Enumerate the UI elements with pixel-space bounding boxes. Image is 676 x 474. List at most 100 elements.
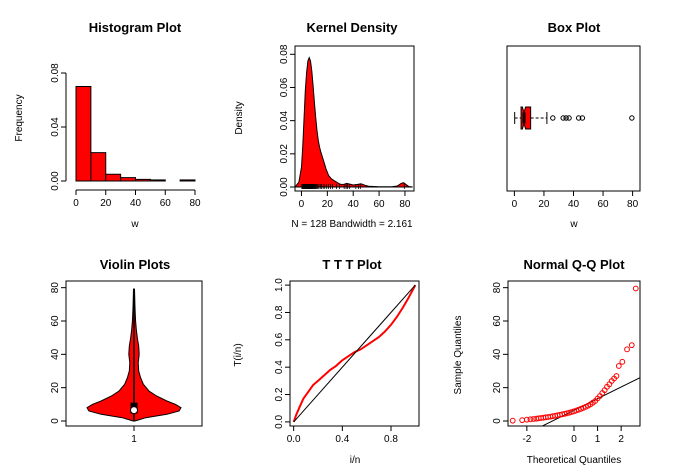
- qq-y-label: Sample Quantiles: [453, 316, 464, 395]
- boxplot-box: [520, 106, 532, 130]
- qq-point: [519, 417, 526, 424]
- kde-x-label: N = 128 Bandwidth = 2.161: [291, 219, 413, 230]
- qq-point: [613, 373, 620, 379]
- kde-x-axis: 0 20 40 60 80: [299, 190, 411, 210]
- histogram-title: Histogram Plot: [89, 20, 182, 35]
- kde-rug: [301, 184, 405, 189]
- violin-median: [130, 406, 138, 415]
- qq-point: [624, 346, 630, 353]
- qq-x-label: Theoretical Quantiles: [527, 455, 622, 466]
- ttt-y-tick-label: 0.8: [274, 305, 285, 319]
- qq-x-tick-label: 1: [595, 434, 601, 445]
- boxplot-x-axis: 0 20 40 60 80: [512, 190, 639, 210]
- histogram-panel: Histogram Plot 0 20 40 60 80 0.000.040.08 w …: [14, 20, 201, 230]
- qq-y-tick-label: 40: [492, 348, 503, 360]
- qq-panel: Normal Q-Q Plot -2 0 1 2 0 20 40 60 80 Theoreti…: [453, 257, 641, 466]
- ttt-y-tick-label: 0.0: [274, 415, 285, 429]
- boxplot-outlier: [579, 115, 586, 121]
- violin-marks: [86, 288, 182, 422]
- boxplot-outlier: [550, 115, 556, 121]
- kde-x-tick-label: 60: [374, 199, 386, 210]
- qq-x-tick-label: 2: [618, 434, 624, 445]
- boxplot-title: Box Plot: [548, 20, 601, 35]
- violin-x-axis: 1: [131, 426, 137, 445]
- violin-title: Violin Plots: [100, 257, 171, 272]
- ttt-x-tick-label: 0.8: [384, 434, 398, 445]
- kde-title: Kernel Density: [306, 20, 398, 35]
- ttt-x-label: i/n: [350, 455, 361, 466]
- qq-point: [509, 417, 516, 424]
- violin-y-tick-label: 40: [50, 348, 61, 360]
- histogram-x-label: w: [130, 219, 139, 230]
- boxplot-outlier: [566, 115, 572, 121]
- ttt-title: T T T Plot: [322, 257, 382, 272]
- histogram-x-tick-label: 80: [189, 198, 201, 209]
- kde-y-tick-label: 0.06: [279, 77, 290, 97]
- qq-y-tick-label: 80: [492, 282, 503, 294]
- qq-reference-line: [541, 377, 640, 426]
- histogram-x-tick-label: 40: [130, 198, 142, 209]
- kde-density-curve: [293, 56, 413, 188]
- kde-x-tick-label: 80: [399, 199, 411, 210]
- boxplot-marks: [514, 106, 635, 130]
- kde-y-axis: 0.00 0.02 0.04 0.06 0.08: [279, 44, 295, 197]
- kde-x-tick-label: 0: [299, 199, 305, 210]
- boxplot-outlier: [629, 115, 635, 121]
- boxplot-x-tick-label: 80: [627, 199, 639, 210]
- histogram-x-tick-label: 60: [160, 198, 172, 209]
- boxplot-x-tick-label: 40: [568, 199, 580, 210]
- qq-point: [632, 285, 639, 292]
- histogram-x-tick-label: 20: [100, 198, 112, 209]
- ttt-y-tick-label: 0.4: [274, 360, 285, 374]
- qq-title: Normal Q-Q Plot: [523, 257, 625, 272]
- ttt-panel: T T T Plot 0.0 0.4 0.8 0.00.20.40.60.81.0 …: [233, 257, 420, 466]
- kde-y-tick-label: 0.02: [279, 144, 290, 164]
- ttt-x-tick-label: 0.4: [335, 434, 349, 445]
- kde-x-tick-label: 20: [322, 199, 334, 210]
- violin-y-tick-label: 80: [50, 282, 61, 294]
- boxplot-outlier: [560, 115, 566, 121]
- histogram-bar: [135, 178, 151, 182]
- kde-x-tick-label: 40: [348, 199, 360, 210]
- boxplot-panel: Box Plot 0 20 40 60 80 w: [506, 20, 641, 230]
- ttt-y-tick-label: 1.0: [274, 278, 285, 292]
- ttt-y-tick-label: 0.6: [274, 332, 285, 346]
- kde-panel: Kernel Density 0 20 40 60 80 0.00 0.02 0.04 0.0…: [234, 20, 415, 230]
- histogram-y-tick-label: 0.04: [50, 117, 61, 137]
- kde-y-tick-label: 0.00: [279, 177, 290, 197]
- qq-y-tick-label: 20: [492, 382, 503, 394]
- ttt-x-tick-label: 0.0: [287, 434, 301, 445]
- boxplot-x-tick-label: 20: [538, 199, 550, 210]
- qq-marks: [509, 285, 640, 426]
- histogram-x-tick-label: 0: [73, 198, 79, 209]
- ttt-x-axis: 0.0 0.4 0.8: [287, 426, 398, 445]
- violin-x-tick-label: 1: [131, 434, 137, 445]
- violin-y-tick-label: 20: [50, 382, 61, 394]
- qq-y-tick-label: 0: [492, 418, 503, 424]
- qq-point: [628, 342, 635, 349]
- ttt-y-axis: 0.0 0.2 0.4 0.6 0.8 1.0: [274, 278, 290, 429]
- qq-point: [615, 363, 622, 369]
- violin-panel: Violin Plots 1 0 20 40 60 80: [50, 257, 203, 445]
- ttt-curve: [292, 284, 417, 423]
- histogram-y-tick-label: 0.00: [50, 171, 61, 191]
- qq-x-tick-label: 0: [571, 434, 577, 445]
- histogram-bar: [149, 179, 166, 182]
- histogram-y-label: Frequency: [14, 94, 25, 141]
- histogram-y-tick-label: 0.08: [50, 63, 61, 83]
- histogram-bars: [75, 86, 196, 182]
- qq-point: [523, 416, 530, 423]
- qq-plot-frame: [507, 280, 641, 427]
- ttt-reference-line: [293, 284, 416, 423]
- qq-point: [527, 416, 534, 423]
- boxplot-x-tick-label: 60: [597, 199, 609, 210]
- violin-y-tick-label: 60: [50, 315, 61, 327]
- qq-point: [619, 358, 626, 365]
- histogram-bar: [179, 179, 196, 182]
- boxplot-outlier: [575, 115, 582, 121]
- histogram-bar: [75, 86, 92, 182]
- kde-y-tick-label: 0.04: [279, 110, 290, 130]
- boxplot-x-label: w: [569, 219, 578, 230]
- ttt-y-label: T(i/n): [233, 343, 244, 366]
